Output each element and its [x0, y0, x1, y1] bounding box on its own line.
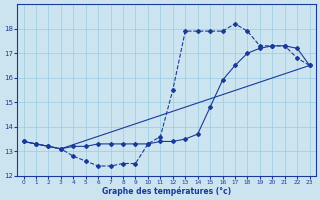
- X-axis label: Graphe des températures (°c): Graphe des températures (°c): [102, 186, 231, 196]
